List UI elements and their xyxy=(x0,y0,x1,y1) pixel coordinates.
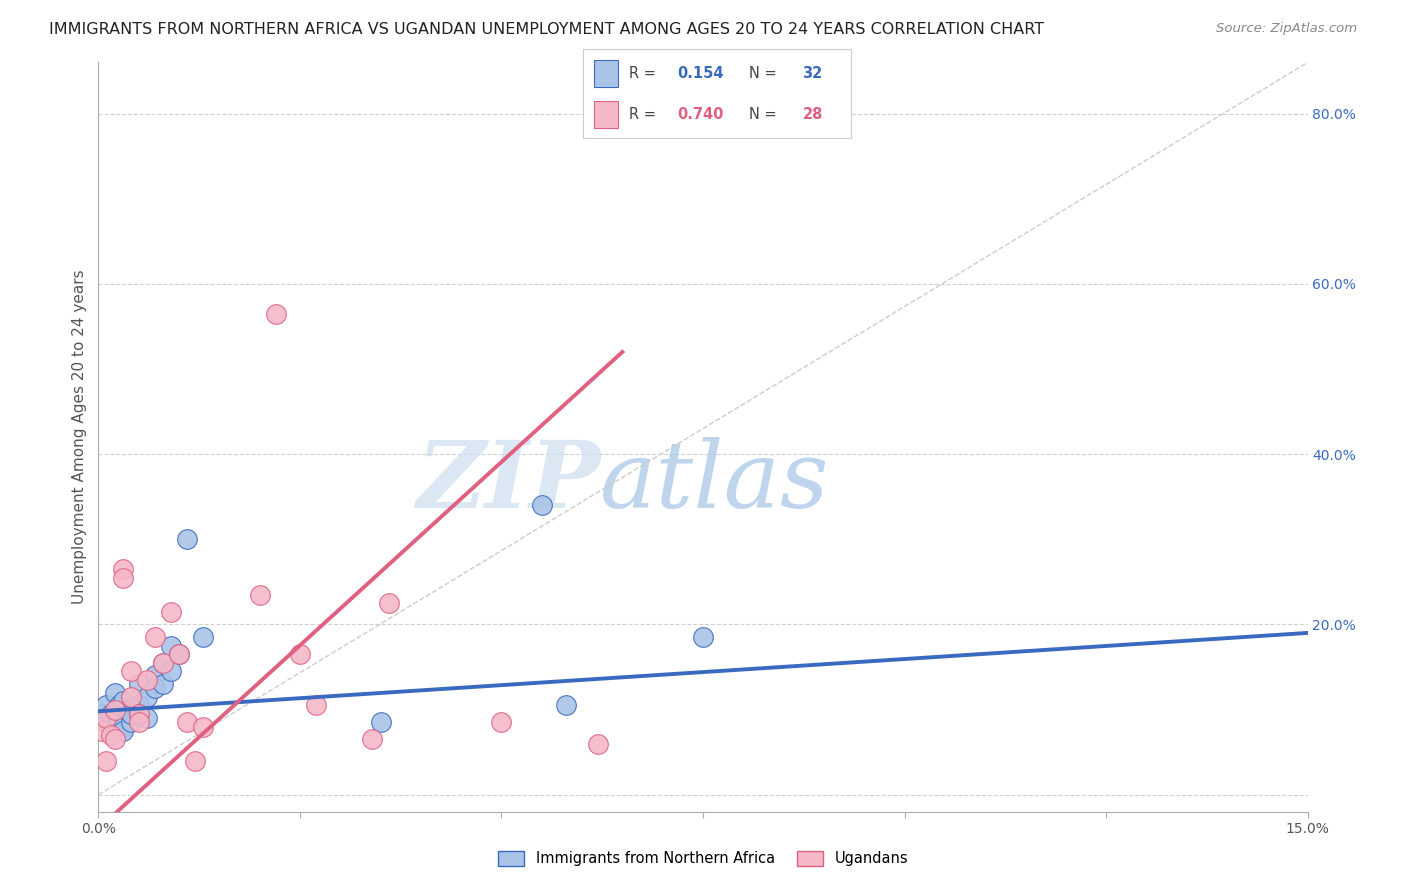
Point xyxy=(152,656,174,670)
Point xyxy=(143,681,166,696)
Point xyxy=(120,664,142,679)
Legend: Immigrants from Northern Africa, Ugandans: Immigrants from Northern Africa, Ugandan… xyxy=(492,845,914,871)
Bar xyxy=(595,101,619,128)
Point xyxy=(96,711,118,725)
Point xyxy=(135,711,157,725)
Text: R =: R = xyxy=(628,107,661,121)
Point xyxy=(692,630,714,644)
Text: N =: N = xyxy=(749,66,782,80)
Point xyxy=(128,698,150,713)
Point xyxy=(167,647,190,661)
Text: Source: ZipAtlas.com: Source: ZipAtlas.com xyxy=(1216,22,1357,36)
Point xyxy=(555,698,578,713)
Point xyxy=(160,605,183,619)
Text: N =: N = xyxy=(749,107,782,121)
Point xyxy=(103,685,125,699)
Point xyxy=(288,647,311,661)
Point xyxy=(111,720,134,734)
Point xyxy=(193,720,215,734)
Point xyxy=(193,630,215,644)
Point xyxy=(103,706,125,721)
Point xyxy=(264,307,287,321)
Point xyxy=(530,498,553,512)
Point xyxy=(128,715,150,730)
Point xyxy=(128,677,150,691)
Point xyxy=(160,664,183,679)
Point xyxy=(152,677,174,691)
Point xyxy=(370,715,392,730)
Point xyxy=(152,656,174,670)
Text: ZIP: ZIP xyxy=(416,437,600,527)
Point xyxy=(135,673,157,687)
Point xyxy=(120,715,142,730)
Point xyxy=(305,698,328,713)
Point xyxy=(167,647,190,661)
Point xyxy=(128,706,150,721)
Point xyxy=(96,715,118,730)
Point xyxy=(120,706,142,721)
Point xyxy=(111,562,134,576)
Point xyxy=(361,732,384,747)
Point xyxy=(184,754,207,768)
Point xyxy=(128,706,150,721)
Text: IMMIGRANTS FROM NORTHERN AFRICA VS UGANDAN UNEMPLOYMENT AMONG AGES 20 TO 24 YEAR: IMMIGRANTS FROM NORTHERN AFRICA VS UGAND… xyxy=(49,22,1045,37)
Point xyxy=(100,728,122,742)
Point xyxy=(135,690,157,704)
Point xyxy=(120,690,142,704)
Point xyxy=(143,630,166,644)
Point xyxy=(115,702,138,716)
Point xyxy=(103,702,125,716)
Point xyxy=(111,694,134,708)
Point xyxy=(107,698,129,713)
Point xyxy=(249,588,271,602)
Point xyxy=(111,571,134,585)
Point xyxy=(96,698,118,713)
Point xyxy=(176,533,198,547)
Point xyxy=(111,723,134,738)
Point xyxy=(96,754,118,768)
Point xyxy=(160,639,183,653)
Point xyxy=(103,732,125,747)
Point xyxy=(176,715,198,730)
Bar xyxy=(595,60,619,87)
Text: 0.154: 0.154 xyxy=(678,66,724,80)
Text: atlas: atlas xyxy=(600,437,830,527)
Text: 28: 28 xyxy=(803,107,823,121)
Point xyxy=(91,723,114,738)
Point xyxy=(143,668,166,682)
Point xyxy=(491,715,513,730)
Y-axis label: Unemployment Among Ages 20 to 24 years: Unemployment Among Ages 20 to 24 years xyxy=(72,269,87,605)
Point xyxy=(100,706,122,721)
Text: 0.740: 0.740 xyxy=(678,107,723,121)
Point xyxy=(377,596,399,610)
Text: R =: R = xyxy=(628,66,661,80)
Text: 32: 32 xyxy=(803,66,823,80)
Point xyxy=(91,706,114,721)
Point xyxy=(120,702,142,716)
Point xyxy=(586,737,609,751)
